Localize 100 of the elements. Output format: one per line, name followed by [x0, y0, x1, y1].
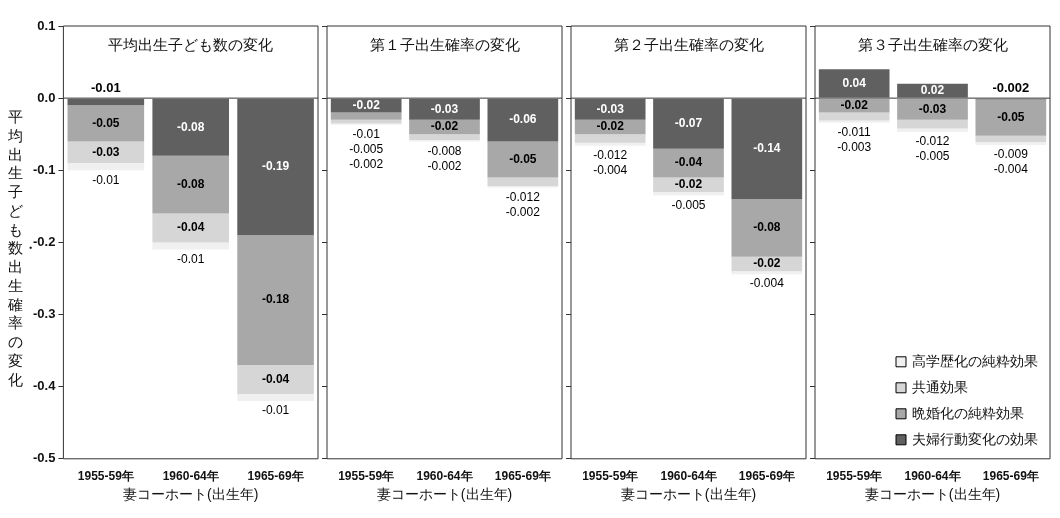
data-label: -0.03 — [92, 144, 120, 159]
bar — [975, 135, 1047, 143]
bar — [818, 69, 890, 98]
data-label: -0.08 — [177, 177, 205, 192]
y-tick-label: -0.5 — [32, 450, 56, 466]
text: 第１子出生確率の変化 — [369, 36, 520, 54]
text: 第２子出生確率の変化 — [613, 36, 764, 54]
x-tick-label: 1955-59年 — [582, 469, 639, 484]
x-tick-label: 1965-69年 — [247, 469, 304, 484]
x-tick-label: 1955-59年 — [77, 469, 134, 484]
bar — [731, 199, 803, 257]
data-label: -0.04 — [261, 371, 290, 386]
data-label: -0.18 — [261, 292, 290, 307]
data-label: -0.03 — [918, 101, 947, 116]
data-label: -0.004 — [593, 163, 628, 178]
data-label: -0.01 — [352, 127, 381, 142]
data-label: -0.05 — [997, 109, 1025, 124]
data-label: -0.08 — [177, 119, 205, 134]
data-label: -0.07 — [674, 115, 703, 130]
bar — [487, 177, 559, 187]
legend-label: 共通効果 — [912, 378, 968, 395]
data-label: -0.012 — [915, 134, 950, 149]
data-label: -0.002 — [505, 204, 541, 219]
data-label: -0.005 — [671, 197, 706, 212]
bar — [237, 235, 314, 366]
bar — [152, 98, 229, 156]
data-label: -0.02 — [352, 97, 381, 112]
bar — [975, 142, 1047, 146]
data-label: -0.012 — [505, 189, 541, 204]
bar — [574, 134, 646, 143]
bar — [653, 148, 724, 178]
bar — [653, 177, 724, 192]
data-label: -0.19 — [261, 159, 290, 174]
x-tick-label: 1965-69年 — [494, 469, 551, 484]
bar — [487, 98, 559, 142]
bar — [818, 120, 890, 123]
bar — [897, 119, 968, 129]
bar — [653, 98, 724, 149]
y-tick-label: -0.3 — [32, 306, 56, 322]
data-label: -0.003 — [837, 139, 872, 154]
data-label: -0.012 — [593, 148, 628, 163]
data-label: -0.02 — [674, 177, 703, 192]
x-axis-title: 妻コーホート(出生年) — [123, 486, 259, 503]
data-label: -0.03 — [596, 101, 625, 116]
data-label: -0.01 — [91, 79, 121, 95]
data-label: -0.06 — [509, 112, 537, 127]
data-label: -0.01 — [177, 251, 205, 266]
data-label: -0.009 — [993, 147, 1029, 162]
y-tick-label: -0.1 — [32, 161, 56, 177]
data-label: -0.01 — [261, 403, 290, 418]
y-tick-label: 0.1 — [37, 17, 56, 33]
data-label: -0.004 — [749, 276, 785, 291]
data-label: -0.02 — [840, 97, 869, 112]
bar — [409, 98, 480, 120]
data-label: -0.011 — [837, 124, 872, 139]
bar — [67, 163, 145, 171]
x-tick-label: 1960-64年 — [416, 469, 473, 484]
bar — [975, 99, 1047, 136]
x-tick-label: 1965-69年 — [738, 469, 795, 484]
x-tick-label: 1965-69年 — [982, 469, 1039, 484]
data-label: 0.02 — [920, 82, 945, 97]
x-axis-title: 妻コーホート(出生年) — [864, 486, 1001, 503]
data-label: -0.002 — [992, 79, 1030, 95]
data-label: -0.04 — [674, 155, 703, 170]
legend-label: 高学歴化の純粋効果 — [912, 352, 1038, 369]
bar — [152, 242, 229, 250]
data-label: -0.008 — [427, 143, 462, 158]
data-label: -0.002 — [349, 157, 384, 172]
data-label: -0.02 — [753, 256, 781, 271]
bar — [897, 98, 968, 120]
x-tick-label: 1960-64年 — [660, 469, 717, 484]
data-label: -0.005 — [915, 149, 950, 164]
bar — [237, 365, 314, 394]
y-tick-label: -0.2 — [32, 233, 56, 249]
data-label: -0.02 — [596, 119, 625, 134]
data-label: -0.05 — [92, 115, 120, 130]
data-label: -0.03 — [430, 101, 459, 116]
data-label: -0.08 — [753, 220, 781, 235]
x-tick-label: 1955-59年 — [338, 469, 395, 484]
data-label: 0.04 — [842, 75, 867, 90]
bar — [237, 393, 314, 402]
bar — [330, 112, 402, 120]
data-label: -0.04 — [177, 220, 205, 235]
bar — [653, 191, 724, 196]
data-label: -0.004 — [993, 162, 1029, 177]
x-tick-label: 1960-64年 — [904, 469, 961, 484]
data-label: -0.005 — [349, 142, 384, 157]
bar — [67, 141, 145, 164]
bar — [152, 213, 229, 243]
x-tick-label: 1960-64年 — [162, 469, 219, 484]
y-tick-label: 0.0 — [37, 89, 56, 105]
x-axis-title: 妻コーホート(出生年) — [620, 486, 757, 503]
bar — [897, 128, 968, 133]
bar — [731, 98, 803, 200]
bar — [409, 134, 480, 140]
data-label: -0.05 — [509, 151, 537, 166]
data-label: -0.002 — [427, 158, 462, 173]
data-label: -0.14 — [753, 141, 781, 156]
bar — [237, 98, 314, 236]
text: 平均出生子ども数の変化 — [108, 36, 274, 54]
